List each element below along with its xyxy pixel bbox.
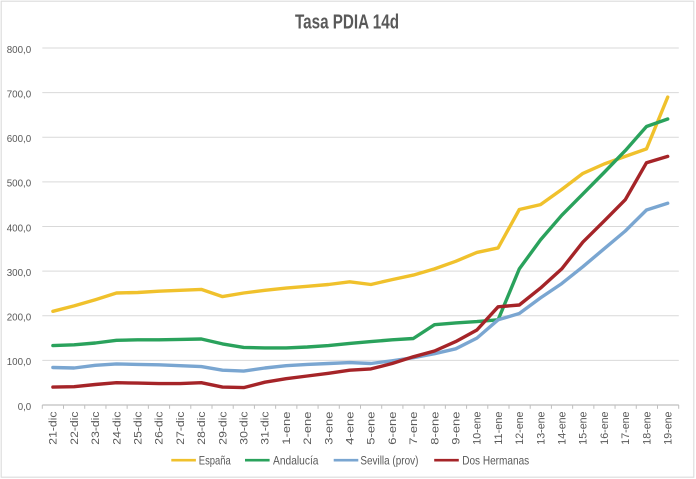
svg-text:31-dic: 31-dic bbox=[260, 411, 272, 445]
svg-text:2-ene: 2-ene bbox=[302, 412, 314, 445]
svg-text:29-dic: 29-dic bbox=[217, 411, 229, 445]
svg-text:600,0: 600,0 bbox=[7, 134, 32, 145]
svg-text:400,0: 400,0 bbox=[7, 223, 32, 234]
svg-text:26-dic: 26-dic bbox=[154, 411, 166, 445]
svg-text:500,0: 500,0 bbox=[7, 179, 32, 190]
svg-text:11-ene: 11-ene bbox=[493, 411, 505, 444]
svg-text:Sevilla (prov): Sevilla (prov) bbox=[360, 453, 418, 467]
svg-text:4-ene: 4-ene bbox=[345, 412, 357, 445]
svg-text:22-dic: 22-dic bbox=[69, 411, 81, 445]
svg-text:3-ene: 3-ene bbox=[323, 412, 335, 445]
svg-text:21-dic: 21-dic bbox=[48, 411, 60, 445]
svg-text:17-ene: 17-ene bbox=[620, 412, 632, 445]
svg-text:27-dic: 27-dic bbox=[175, 411, 187, 445]
svg-text:14-ene: 14-ene bbox=[557, 412, 569, 445]
svg-text:800,0: 800,0 bbox=[7, 45, 32, 56]
svg-text:Tasa PDIA 14d: Tasa PDIA 14d bbox=[295, 11, 399, 33]
svg-text:200,0: 200,0 bbox=[7, 313, 32, 324]
svg-text:12-ene: 12-ene bbox=[514, 412, 526, 445]
svg-text:100,0: 100,0 bbox=[7, 357, 32, 368]
svg-text:30-dic: 30-dic bbox=[238, 411, 250, 445]
svg-text:13-ene: 13-ene bbox=[535, 412, 547, 445]
svg-text:1-ene: 1-ene bbox=[281, 412, 293, 445]
svg-text:18-ene: 18-ene bbox=[641, 412, 653, 445]
svg-text:8-ene: 8-ene bbox=[429, 412, 441, 445]
svg-text:7-ene: 7-ene bbox=[408, 412, 420, 445]
svg-text:700,0: 700,0 bbox=[7, 89, 32, 100]
svg-text:28-dic: 28-dic bbox=[196, 411, 208, 445]
svg-text:25-dic: 25-dic bbox=[132, 411, 144, 445]
svg-text:300,0: 300,0 bbox=[7, 268, 32, 279]
svg-text:5-ene: 5-ene bbox=[366, 412, 378, 445]
svg-text:16-ene: 16-ene bbox=[599, 412, 611, 445]
svg-text:Andalucía: Andalucía bbox=[273, 453, 319, 467]
svg-text:6-ene: 6-ene bbox=[387, 412, 399, 445]
svg-text:España: España bbox=[199, 453, 231, 467]
svg-text:0,0: 0,0 bbox=[18, 402, 32, 413]
svg-text:10-ene: 10-ene bbox=[472, 411, 484, 444]
svg-text:19-ene: 19-ene bbox=[663, 412, 675, 445]
svg-text:9-ene: 9-ene bbox=[451, 412, 463, 445]
svg-text:23-dic: 23-dic bbox=[90, 411, 102, 445]
svg-text:Dos Hermanas: Dos Hermanas bbox=[462, 453, 529, 467]
svg-text:15-ene: 15-ene bbox=[578, 412, 590, 445]
svg-text:24-dic: 24-dic bbox=[111, 411, 123, 445]
